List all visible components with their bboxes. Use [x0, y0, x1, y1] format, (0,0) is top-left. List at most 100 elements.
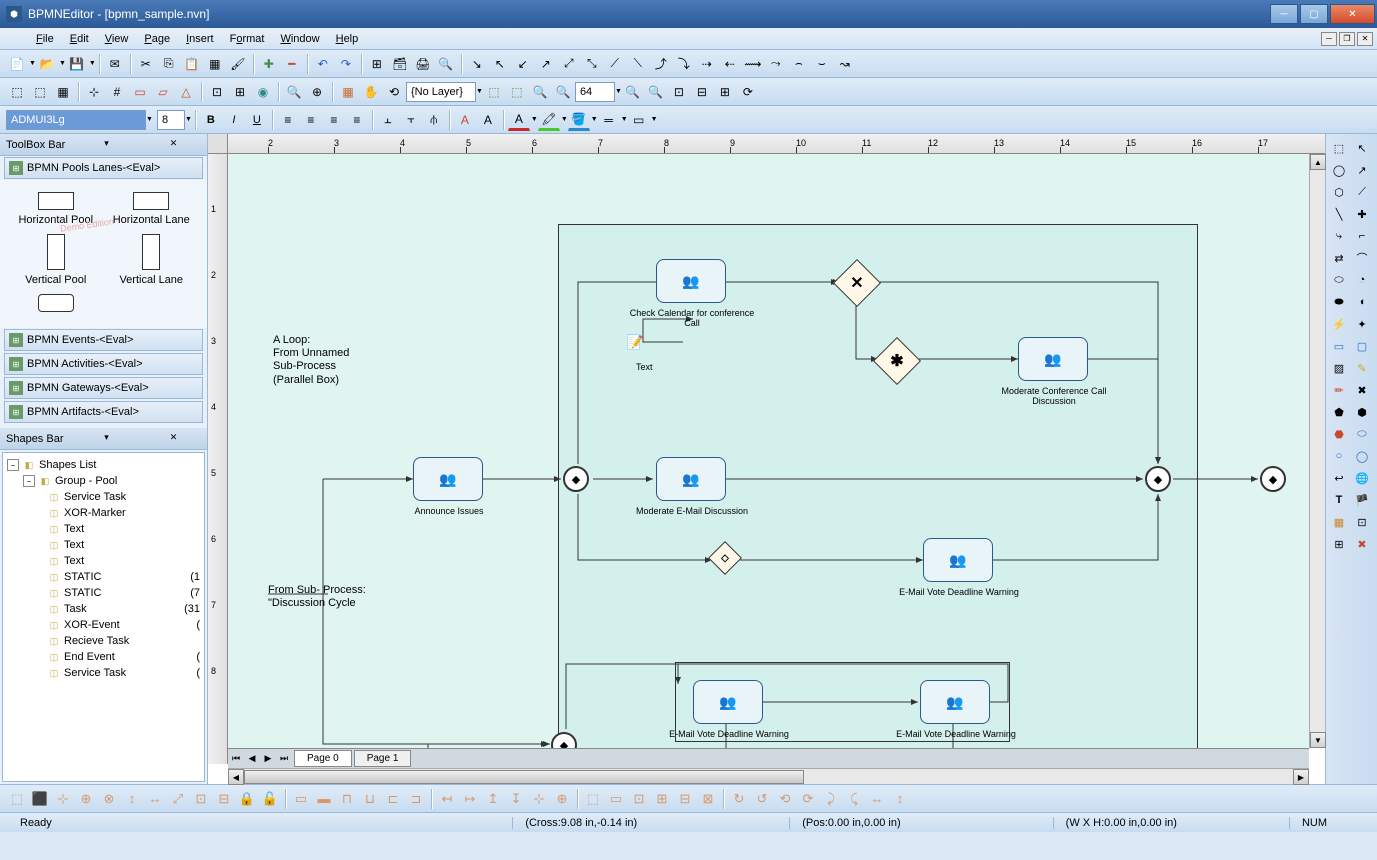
zoom-page[interactable]: ⊡ — [668, 81, 690, 103]
tree-root[interactable]: Shapes List — [39, 459, 96, 471]
rt-bolt[interactable]: ⚡ — [1328, 314, 1350, 334]
save-button[interactable]: 💾 — [66, 53, 88, 75]
bt-30[interactable]: ⊠ — [697, 788, 719, 810]
bt-4[interactable]: ⊕ — [75, 788, 97, 810]
zoom-in[interactable]: 🔍 — [622, 81, 644, 103]
bt-21[interactable]: ↥ — [482, 788, 504, 810]
refresh-button[interactable]: ⟳ — [737, 81, 759, 103]
bold-button[interactable]: B — [200, 109, 222, 131]
replace-button[interactable]: ⊕ — [306, 81, 328, 103]
section-artifacts[interactable]: ⊞BPMN Artifacts-<Eval> — [4, 401, 203, 423]
rt-flag[interactable]: 🏴 — [1351, 490, 1373, 510]
connector-4[interactable]: ↗ — [535, 53, 557, 75]
bt-38[interactable]: ↕ — [889, 788, 911, 810]
page-first[interactable]: ⏮ — [228, 751, 244, 767]
rt-edit[interactable]: ✏ — [1328, 380, 1350, 400]
scroll-down[interactable]: ▼ — [1310, 732, 1326, 748]
rt-shape3[interactable]: ⬣ — [1328, 424, 1350, 444]
align-right[interactable]: ≡ — [323, 109, 345, 131]
event-end[interactable]: ◆ — [1260, 466, 1286, 492]
menu-view[interactable]: View — [97, 31, 137, 47]
rt-arrow[interactable]: ↗ — [1351, 160, 1373, 180]
border-style[interactable]: ▭ — [628, 109, 650, 131]
annotation-loop[interactable]: A Loop: From Unnamed Sub-Process (Parall… — [273, 334, 349, 387]
pan-button[interactable]: ✋ — [360, 81, 382, 103]
connector-15[interactable]: ⌢ — [788, 53, 810, 75]
rt-circle[interactable]: ◯ — [1328, 160, 1350, 180]
snap-3[interactable]: ▭ — [129, 81, 151, 103]
maximize-button[interactable]: ▢ — [1300, 4, 1328, 24]
connector-2[interactable]: ↖ — [489, 53, 511, 75]
page-last[interactable]: ⏭ — [276, 751, 292, 767]
font-dec[interactable]: A — [477, 109, 499, 131]
annotation-sub[interactable]: From Sub- Process: "Discussion Cycle — [268, 584, 366, 610]
task-vote-3[interactable]: 👥E-Mail Vote Deadline Warning — [920, 680, 990, 724]
rt-pie[interactable]: ◔ — [1351, 270, 1373, 290]
tree-item[interactable]: ◫Task(31 — [7, 601, 200, 617]
tree-item[interactable]: ◫Recieve Task — [7, 633, 200, 649]
align-justify[interactable]: ≡ — [346, 109, 368, 131]
connector-8[interactable]: ⟍ — [627, 53, 649, 75]
zoom-width[interactable]: ⊟ — [691, 81, 713, 103]
tree-item[interactable]: ◫End Event( — [7, 649, 200, 665]
bt-33[interactable]: ⟲ — [774, 788, 796, 810]
font-inc[interactable]: A — [454, 109, 476, 131]
bt-32[interactable]: ↺ — [751, 788, 773, 810]
paste-special-button[interactable]: ▦ — [204, 53, 226, 75]
rt-oval[interactable]: ⬬ — [1328, 292, 1350, 312]
tree-item[interactable]: ◫STATIC(1 — [7, 569, 200, 585]
bt-20[interactable]: ↦ — [459, 788, 481, 810]
grid-toggle[interactable]: ▦ — [52, 81, 74, 103]
connector-17[interactable]: ↝ — [834, 53, 856, 75]
tree-item[interactable]: ◫Text — [7, 521, 200, 537]
page-prev[interactable]: ◀ — [244, 751, 260, 767]
undo-button[interactable]: ↶ — [312, 53, 334, 75]
bt-3[interactable]: ⊹ — [52, 788, 74, 810]
scroll-left[interactable]: ◀ — [228, 769, 244, 785]
task-mod-email[interactable]: 👥Moderate E-Mail Discussion — [656, 457, 726, 501]
db-button[interactable]: 🗃 — [389, 53, 411, 75]
rt-elbow[interactable]: ⌐ — [1351, 226, 1373, 246]
connector-9[interactable]: ⤴ — [650, 53, 672, 75]
connector-10[interactable]: ⤵ — [673, 53, 695, 75]
section-activities[interactable]: ⊞BPMN Activities-<Eval> — [4, 353, 203, 375]
rt-shape1[interactable]: ⬟ — [1328, 402, 1350, 422]
tree-item[interactable]: ◫Text — [7, 553, 200, 569]
tree-item[interactable]: ◫Text — [7, 537, 200, 553]
open-button[interactable]: 📂 — [36, 53, 58, 75]
font-size-input[interactable] — [157, 110, 185, 130]
tree-item[interactable]: ◫Service Task( — [7, 665, 200, 681]
shape-hlane[interactable]: Horizontal Lane — [104, 188, 200, 230]
rt-pencil[interactable]: ✎ — [1351, 358, 1373, 378]
valign-top[interactable]: ⫠ — [377, 109, 399, 131]
note-icon[interactable]: 📝 — [626, 334, 643, 351]
highlight-color[interactable]: 🖍 — [538, 109, 560, 131]
bt-9[interactable]: ⊡ — [190, 788, 212, 810]
connector-12[interactable]: ⇠ — [719, 53, 741, 75]
new-button[interactable]: 📄 — [6, 53, 28, 75]
rt-chord[interactable]: ◖ — [1351, 292, 1373, 312]
scrollbar-vertical[interactable]: ▲ ▼ — [1309, 154, 1325, 748]
snap-2[interactable]: # — [106, 81, 128, 103]
rt-obj[interactable]: ⊡ — [1351, 512, 1373, 532]
ungroup-button[interactable]: ⊞ — [229, 81, 251, 103]
layer-btn-2[interactable]: ⬚ — [506, 81, 528, 103]
font-color[interactable]: A — [508, 109, 530, 131]
connector-11[interactable]: ⇢ — [696, 53, 718, 75]
bt-17[interactable]: ⊏ — [382, 788, 404, 810]
select-button[interactable]: ⬚ — [6, 81, 28, 103]
rt-line[interactable]: ╲ — [1328, 204, 1350, 224]
paste-button[interactable]: 📋 — [181, 53, 203, 75]
fill-color[interactable]: 🪣 — [568, 109, 590, 131]
layer-btn-1[interactable]: ⬚ — [483, 81, 505, 103]
shapes-tree[interactable]: −◧Shapes List −◧Group - Pool ◫Service Ta… — [2, 452, 205, 782]
menu-format[interactable]: Format — [222, 31, 273, 47]
page-tab-0[interactable]: Page 0 — [294, 750, 352, 767]
snap-1[interactable]: ⊹ — [83, 81, 105, 103]
rt-conn[interactable]: ⤷ — [1328, 226, 1350, 246]
section-pools[interactable]: ⊞BPMN Pools Lanes-<Eval> — [4, 157, 203, 179]
bt-23[interactable]: ⊹ — [528, 788, 550, 810]
rt-img[interactable]: ▦ — [1328, 512, 1350, 532]
rt-pointer[interactable]: ⬚ — [1328, 138, 1350, 158]
rt-back[interactable]: ↩ — [1328, 468, 1350, 488]
